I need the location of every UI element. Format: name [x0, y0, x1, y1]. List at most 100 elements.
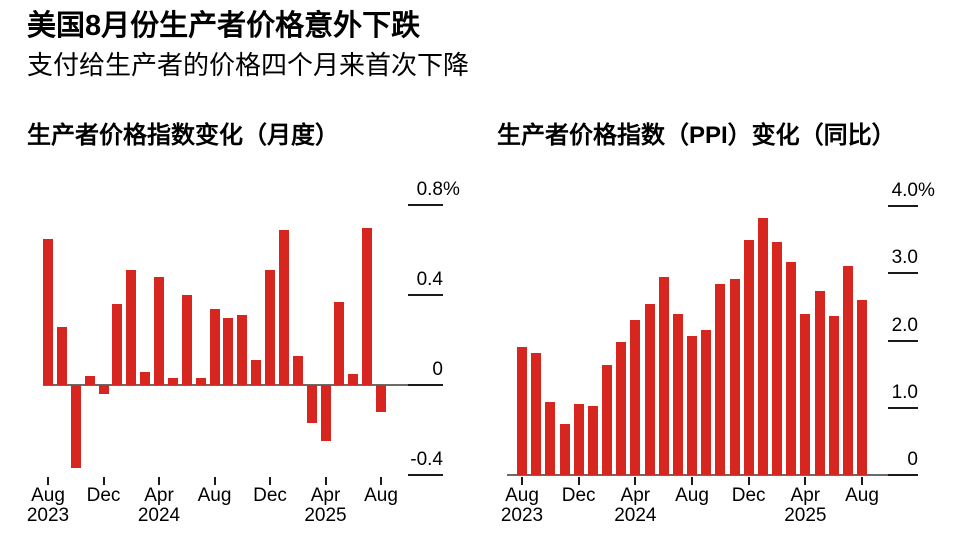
x-tick-line	[804, 477, 807, 485]
x-tick-month-label: Apr	[310, 485, 341, 506]
y-tick-value: 2.0	[891, 314, 918, 336]
y-axis-unit: %	[443, 179, 460, 200]
bar-apr-2024	[630, 319, 641, 475]
bar-apr-2025	[800, 313, 811, 475]
bar-mar-2025	[786, 261, 797, 475]
bar-jan-2025	[278, 229, 289, 385]
x-tick-month-label: Apr	[620, 485, 651, 506]
bar-sep-2023	[531, 352, 542, 475]
bar-nov-2024	[251, 360, 262, 385]
bar-jul-2025	[362, 227, 373, 385]
y-tick-line	[888, 339, 918, 342]
zero-axis-line	[507, 474, 918, 476]
x-tick-line	[634, 477, 637, 485]
bar-aug-2024	[209, 308, 220, 385]
x-tick-year-label: 2023	[26, 505, 70, 526]
y-tick-label: 2.0	[888, 315, 918, 337]
x-tick-line	[691, 477, 693, 485]
bar-dec-2023	[98, 385, 109, 394]
bar-jan-2024	[587, 405, 598, 475]
y-tick-line	[888, 272, 918, 275]
bar-jul-2025	[842, 265, 853, 475]
y-axis-unit: %	[918, 180, 935, 201]
bar-apr-2025	[320, 385, 331, 442]
bar-oct-2024	[715, 284, 726, 475]
bar-mar-2025	[306, 385, 317, 424]
bar-oct-2023	[70, 385, 81, 469]
y-tick-label: 0.4	[408, 269, 443, 291]
x-tick-month-label: Aug	[31, 485, 65, 506]
x-tick-line	[521, 477, 523, 485]
page-subtitle: 支付给生产者的价格四个月来首次下降	[27, 50, 470, 81]
x-tick-year-label: 2025	[784, 505, 827, 526]
bar-feb-2024	[126, 270, 137, 385]
x-tick-line	[269, 477, 271, 485]
bar-feb-2025	[292, 355, 303, 385]
bar-oct-2023	[545, 402, 556, 475]
bar-jun-2024	[658, 277, 669, 475]
bar-sep-2023	[56, 326, 67, 385]
bar-nov-2023	[559, 423, 570, 475]
bar-dec-2024	[743, 239, 754, 475]
page-title: 美国8月份生产者价格意外下跌	[27, 10, 421, 42]
x-tick-year-label: 2023	[500, 505, 544, 526]
x-tick-line	[747, 477, 750, 485]
y-tick-value: -0.4	[410, 449, 443, 470]
bar-mar-2024	[140, 371, 151, 385]
bar-jan-2025	[757, 218, 768, 475]
bar-apr-2024	[154, 277, 164, 385]
y-tick-label: 3.0	[888, 247, 918, 269]
y-tick-label: 0.8%	[408, 179, 460, 201]
bar-aug-2023	[517, 346, 527, 475]
y-tick-line	[408, 384, 443, 386]
bar-feb-2025	[772, 242, 782, 475]
chart-title: 生产者价格指数变化（月度）	[27, 122, 339, 149]
x-tick-year-label: 2024	[614, 505, 657, 526]
plot-area: 0.8% 0.4 0 -0.4 Aug 2023 Dec Apr 2024 Aug Dec Apr 20…	[27, 179, 460, 526]
y-tick-line	[408, 204, 443, 206]
y-tick-line	[888, 406, 918, 409]
bar-dec-2023	[573, 404, 584, 475]
x-tick-month-label: Aug	[505, 485, 539, 506]
bar-may-2025	[814, 290, 825, 475]
bar-dec-2024	[265, 270, 275, 385]
bar-jun-2025	[828, 315, 839, 475]
x-tick-line	[380, 477, 382, 485]
y-tick-value: 0.8	[416, 179, 443, 200]
x-tick-line	[102, 477, 105, 485]
y-tick-value: 0	[907, 449, 918, 470]
x-tick-month-label: Aug	[675, 485, 709, 506]
y-tick-line	[888, 205, 918, 207]
y-tick-line	[408, 294, 443, 296]
bar-aug-2023	[43, 238, 53, 385]
bar-oct-2024	[237, 315, 248, 385]
x-tick-line	[577, 477, 580, 485]
bar-aug-2024	[687, 336, 697, 475]
y-tick-label: 4.0%	[888, 180, 935, 202]
x-tick-month-label: Dec	[561, 485, 596, 506]
bar-nov-2024	[729, 278, 740, 475]
y-tick-value: 0.4	[416, 269, 443, 290]
y-tick-label: 1.0	[888, 382, 918, 404]
bar-aug-2025	[376, 385, 386, 412]
x-tick-month-label: Dec	[253, 485, 287, 506]
bar-may-2025	[334, 301, 345, 385]
plot-area: 4.0% 3.0 2.0 1.0 0 Aug 2023 Dec Apr 2024 Aug Dec Apr…	[501, 180, 935, 526]
bar-jun-2024	[181, 295, 192, 385]
x-tick-month-label: Aug	[364, 485, 398, 506]
x-tick-month-label: Apr	[790, 485, 821, 506]
y-tick-value: 3.0	[891, 247, 918, 269]
x-tick-line	[324, 477, 327, 485]
y-tick-value: 1.0	[891, 381, 918, 403]
x-tick-month-label: Dec	[86, 485, 121, 506]
header: 美国8月份生产者价格意外下跌 支付给生产者的价格四个月来首次下降	[27, 8, 469, 82]
x-tick-line	[213, 477, 216, 485]
bar-sep-2024	[223, 317, 234, 385]
y-tick-value: 4.0	[891, 180, 918, 201]
bar-aug-2025	[857, 300, 867, 475]
zero-axis-line	[43, 384, 443, 386]
bar-mar-2024	[616, 341, 627, 475]
bar-jul-2024	[672, 313, 683, 475]
y-tick-value: 0	[432, 359, 443, 380]
bar-sep-2024	[701, 330, 712, 475]
